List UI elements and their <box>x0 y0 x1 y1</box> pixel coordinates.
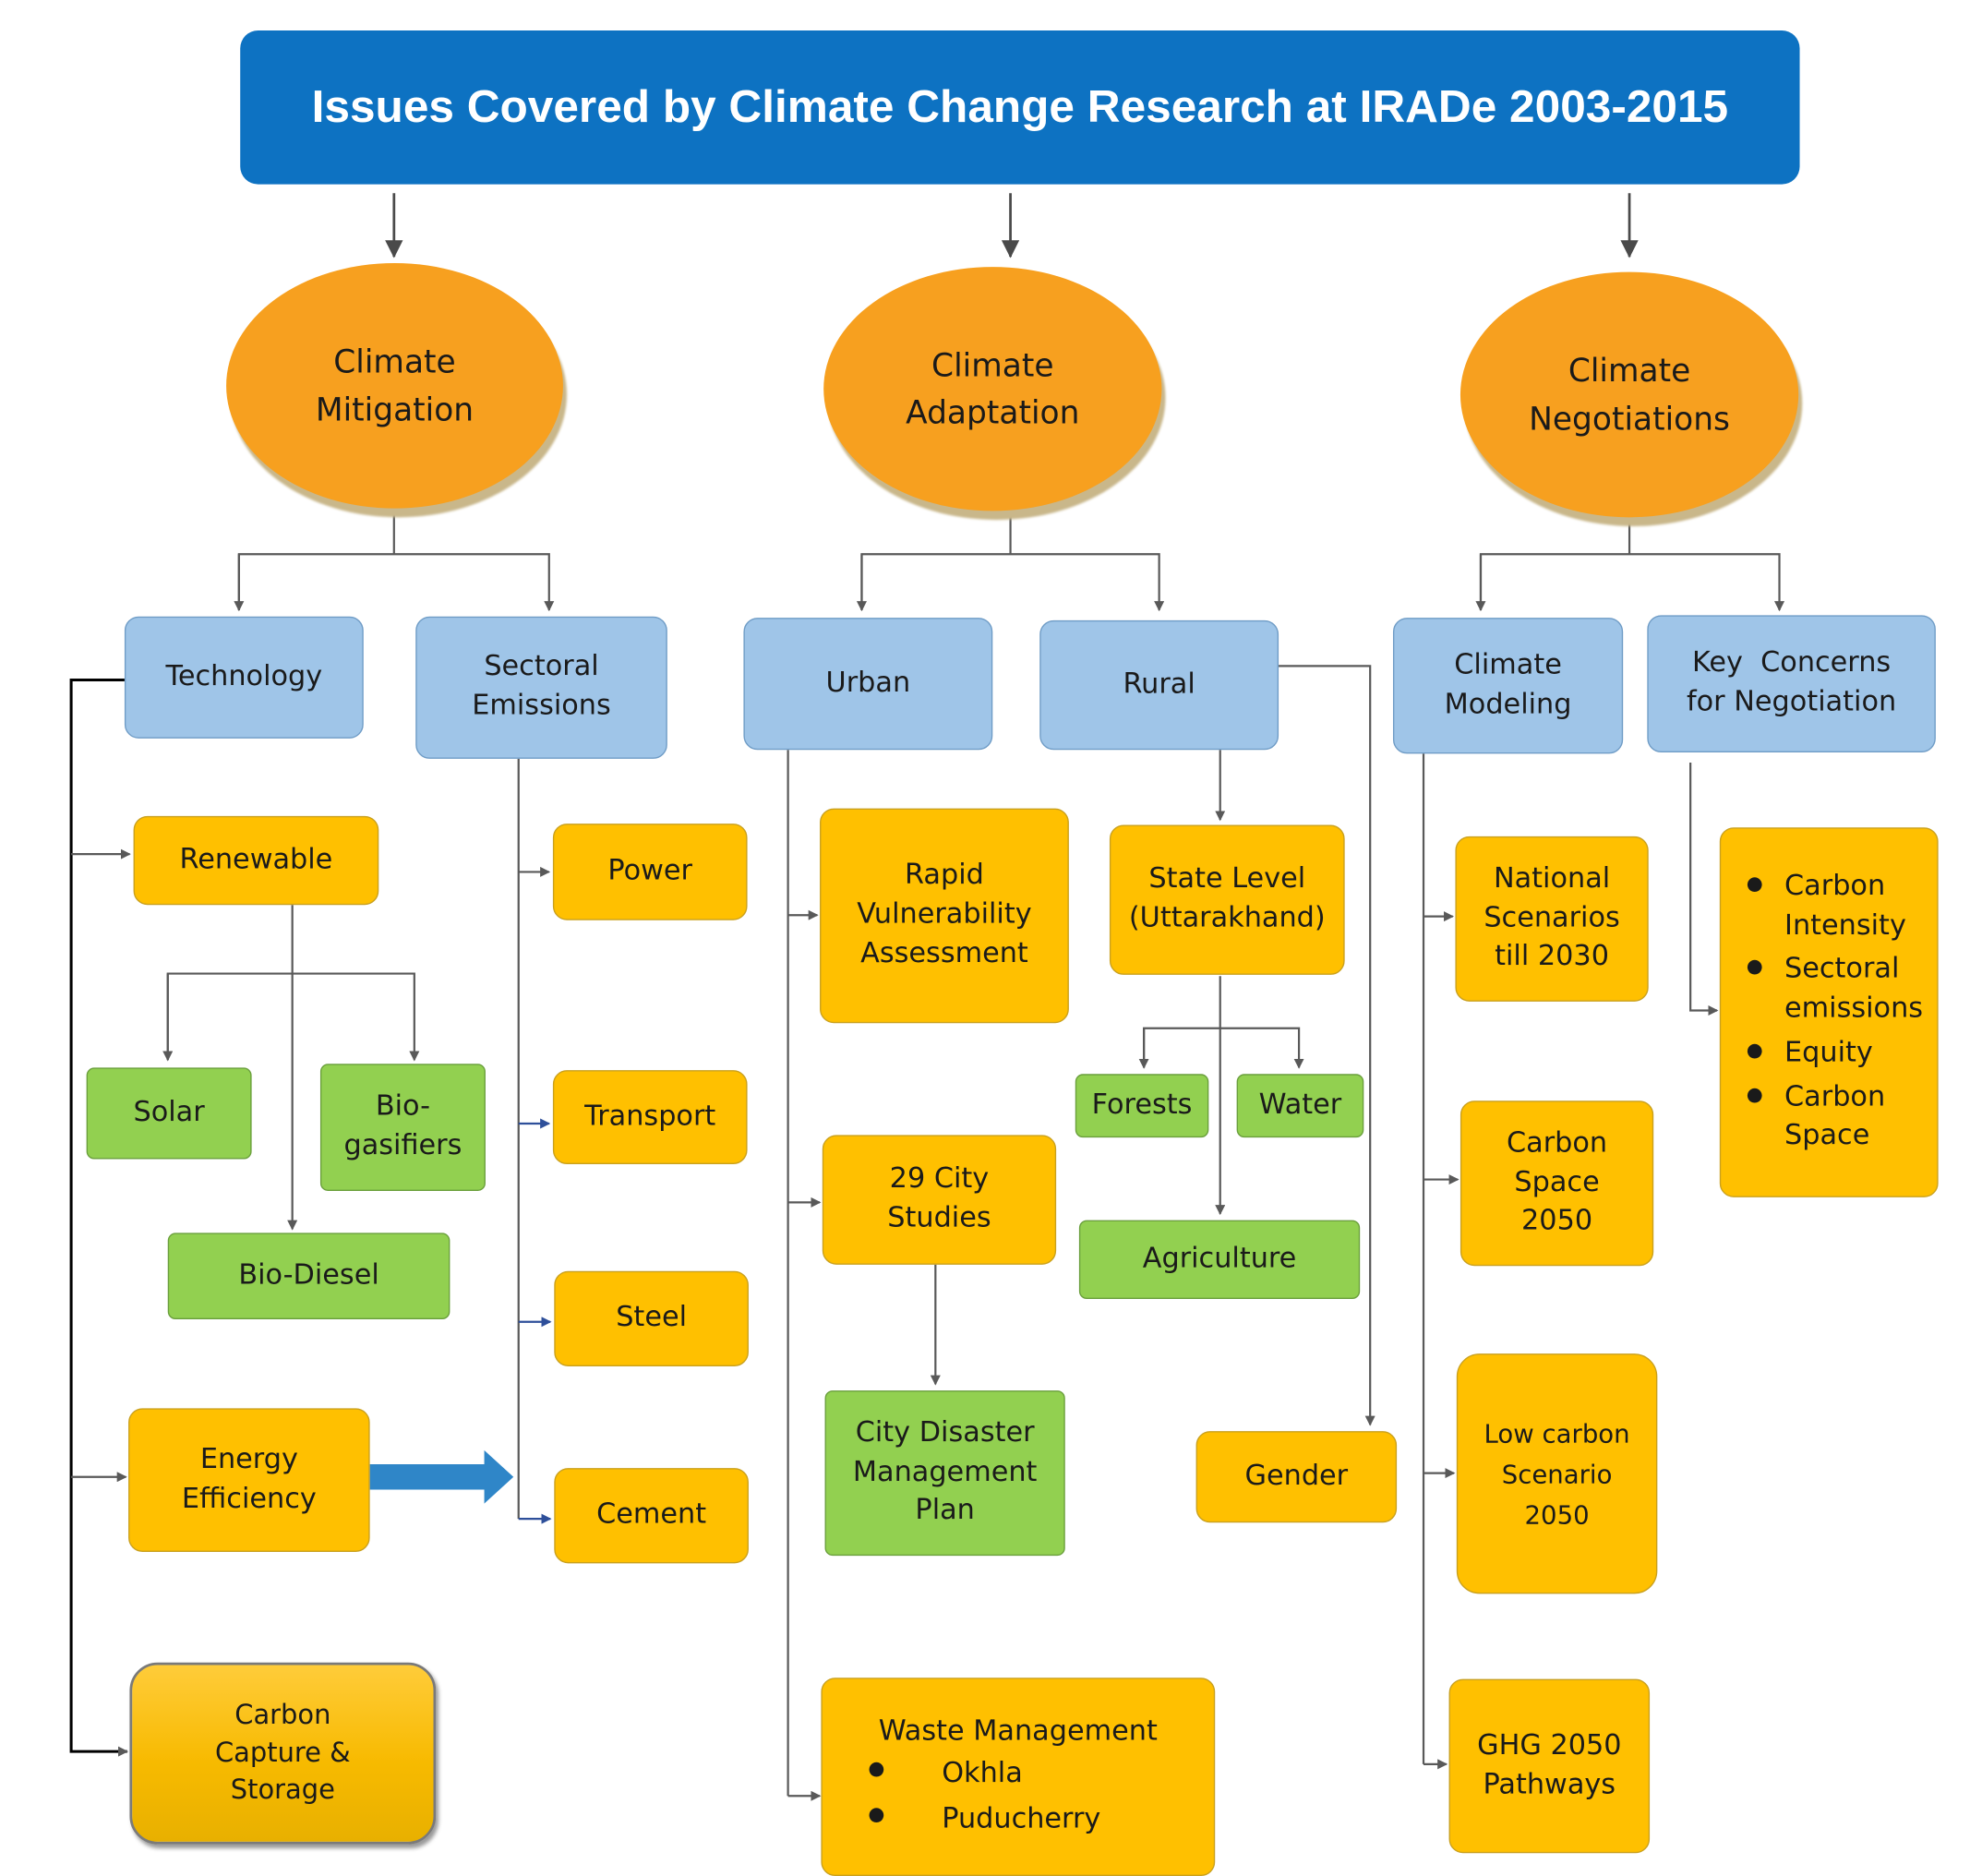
node-national-scenarios-2030: National Scenarios till 2030 <box>1455 836 1649 1002</box>
node-transport: Transport <box>552 1070 748 1165</box>
node-agriculture: Agriculture <box>1078 1220 1361 1299</box>
node-climate-modeling: Climate Modeling <box>1392 618 1624 754</box>
node-carbon-capture-storage: Carbon Capture & Storage <box>129 1662 437 1845</box>
bullet-icon: ● <box>1746 1082 1763 1106</box>
waste-management-heading: Waste Management <box>878 1715 1158 1748</box>
node-sectoral-emissions: Sectoral Emissions <box>415 616 667 759</box>
node-city-disaster-management-plan: City Disaster Management Plan <box>824 1390 1065 1557</box>
bullet-icon: ● <box>1746 955 1763 979</box>
node-energy-efficiency: Energy Efficiency <box>128 1408 370 1552</box>
node-carbon-space-2050: Carbon Space 2050 <box>1459 1100 1654 1267</box>
pillar-climate-adaptation: Climate Adaptation <box>823 267 1162 511</box>
bullet-icon: ● <box>868 1756 885 1779</box>
node-technology: Technology <box>124 616 364 739</box>
node-cement: Cement <box>554 1468 749 1564</box>
pillar-climate-negotiations: Climate Negotiations <box>1459 271 1799 518</box>
concern-item-sectoral-emissions: ● Sectoral emissions <box>1746 953 1924 1025</box>
concern-item-equity: ● Equity <box>1746 1037 1873 1069</box>
node-forests: Forests <box>1075 1074 1209 1138</box>
node-rural: Rural <box>1039 619 1279 751</box>
concern-item-carbon-intensity: ● Carbon Intensity <box>1746 870 1906 942</box>
bullet-icon: ● <box>1746 1038 1763 1062</box>
node-urban: Urban <box>743 618 993 751</box>
node-key-concerns-list: ● Carbon Intensity ● Sectoral emissions … <box>1719 827 1939 1197</box>
node-power: Power <box>552 824 748 920</box>
concern-item-carbon-space: ● Carbon Space <box>1746 1081 1886 1152</box>
node-gender: Gender <box>1195 1431 1398 1523</box>
diagram-title: Issues Covered by Climate Change Researc… <box>240 30 1800 185</box>
node-solar: Solar <box>86 1067 252 1160</box>
node-low-carbon-scenario-2050: Low carbon Scenario 2050 <box>1456 1353 1658 1594</box>
node-rapid-vulnerability-assessment: Rapid Vulnerability Assessment <box>820 808 1069 1024</box>
node-bio-diesel: Bio-Diesel <box>167 1233 450 1320</box>
node-steel: Steel <box>554 1270 749 1366</box>
block-arrow <box>369 1449 514 1504</box>
waste-item-okhla: ● Okhla <box>868 1756 1023 1789</box>
node-bio-gasifiers: Bio-gasifiers <box>319 1064 486 1191</box>
node-ghg-2050-pathways: GHG 2050 Pathways <box>1448 1678 1651 1854</box>
waste-item-puducherry: ● Puducherry <box>868 1802 1101 1836</box>
node-renewable: Renewable <box>133 815 379 906</box>
bullet-icon: ● <box>1746 872 1763 895</box>
bullet-icon: ● <box>868 1802 885 1826</box>
node-state-level-uttarakhand: State Level (Uttarakhand) <box>1109 824 1345 975</box>
pillar-climate-mitigation: Climate Mitigation <box>226 262 563 509</box>
node-waste-management: Waste Management ● Okhla ● Puducherry <box>821 1678 1216 1876</box>
node-water: Water <box>1236 1074 1364 1138</box>
node-29-city-studies: 29 City Studies <box>822 1135 1057 1265</box>
node-key-concerns-for-negotiation: Key Concerns for Negotiation <box>1647 615 1936 753</box>
